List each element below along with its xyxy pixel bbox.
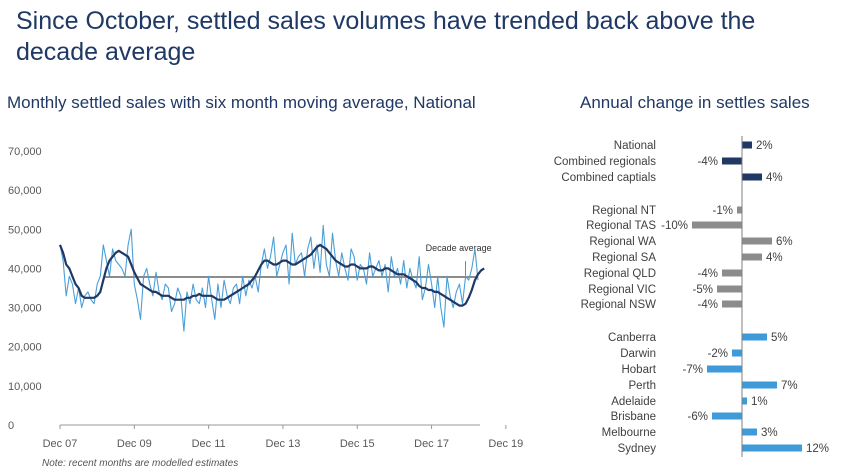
- headline: Since October, settled sales volumes hav…: [16, 7, 756, 66]
- bar: [742, 237, 772, 245]
- bar: [692, 221, 742, 229]
- bar-value-label: -1%: [713, 205, 733, 217]
- bar-category-label: Darwin: [620, 348, 656, 360]
- bar-value-label: 5%: [771, 332, 788, 344]
- bar-category-label: Melbourne: [602, 427, 656, 439]
- line-chart-title: Monthly settled sales with six month mov…: [7, 93, 476, 112]
- bar: [742, 444, 802, 452]
- bar-value-label: -4%: [698, 299, 718, 311]
- y-tick-label: 10,000: [8, 381, 42, 393]
- bar: [742, 381, 777, 389]
- bar: [722, 157, 742, 165]
- bar-value-label: 4%: [766, 172, 783, 184]
- footnote: Note: recent months are modelled estimat…: [42, 458, 239, 469]
- bar-value-label: 12%: [806, 443, 829, 455]
- bar-category-label: Regional TAS: [586, 220, 656, 232]
- bar-category-label: Adelaide: [611, 396, 656, 408]
- bar-value-label: -6%: [688, 411, 708, 423]
- bar: [742, 253, 762, 261]
- bar: [707, 365, 742, 373]
- bar-value-label: 1%: [751, 396, 768, 408]
- bar-value-label: -4%: [698, 268, 718, 280]
- bar: [712, 412, 742, 420]
- bar-category-label: National: [614, 140, 656, 152]
- y-tick-label: 0: [8, 420, 14, 432]
- bar-value-label: 4%: [766, 252, 783, 264]
- line-chart: 0 10,000 20,000 30,000 40,000 50,000 60,000 70,…: [8, 146, 523, 450]
- monthly-sales-line: [59, 224, 479, 332]
- bar-category-label: Hobart: [621, 364, 656, 376]
- bar: [732, 349, 742, 357]
- bar-category-label: Regional WA: [589, 236, 656, 248]
- bar: [742, 397, 747, 405]
- bar: [742, 173, 762, 181]
- bar-value-label: -10%: [661, 220, 688, 232]
- bar-value-label: -4%: [698, 156, 718, 168]
- bar-category-label: Regional NT: [592, 205, 656, 217]
- bar: [742, 141, 752, 149]
- bar-category-label: Regional VIC: [588, 284, 656, 296]
- y-tick-label: 30,000: [8, 303, 42, 315]
- bar-value-label: -2%: [708, 348, 728, 360]
- bar: [737, 206, 742, 214]
- bar-category-label: Combined captials: [561, 172, 656, 184]
- y-tick-label: 60,000: [8, 185, 42, 197]
- bar-value-label: 2%: [756, 140, 773, 152]
- bar-value-label: 3%: [761, 427, 778, 439]
- x-tick-label: Dec 19: [488, 438, 523, 450]
- x-tick-label: Dec 09: [117, 438, 152, 450]
- bar: [722, 269, 742, 277]
- x-tick-label: Dec 15: [340, 438, 375, 450]
- y-tick-label: 20,000: [8, 342, 42, 354]
- moving-average-line: [58, 243, 485, 307]
- bar-category-label: Perth: [629, 380, 657, 392]
- x-tick-label: Dec 17: [414, 438, 449, 450]
- bar-category-label: Regional QLD: [584, 268, 656, 280]
- bar-value-label: -7%: [683, 364, 703, 376]
- bar-category-label: Regional SA: [592, 252, 656, 264]
- bar: [717, 285, 742, 293]
- bar-chart-title: Annual change in settles sales: [580, 93, 810, 112]
- y-tick-label: 70,000: [8, 146, 42, 158]
- bar-value-label: 7%: [781, 380, 798, 392]
- y-tick-label: 50,000: [8, 224, 42, 236]
- bar: [742, 428, 757, 436]
- bar-value-label: 6%: [776, 236, 793, 248]
- bar-category-label: Regional NSW: [581, 299, 657, 311]
- bar-value-label: -5%: [693, 284, 713, 296]
- decade-average-annotation: Decade average: [426, 243, 492, 253]
- bar: [742, 333, 767, 341]
- y-tick-label: 40,000: [8, 263, 42, 275]
- x-tick-label: Dec 13: [266, 438, 301, 450]
- bar-chart: National 2% Combined regionals -4% Combined …: [554, 136, 829, 457]
- x-tick-label: Dec 07: [43, 438, 78, 450]
- x-tick-label: Dec 11: [192, 438, 226, 450]
- bar-category-label: Combined regionals: [554, 156, 657, 168]
- bar-category-label: Brisbane: [611, 411, 656, 423]
- bar: [722, 300, 742, 308]
- bar-category-label: Canberra: [608, 332, 657, 344]
- bar-category-label: Sydney: [618, 443, 657, 455]
